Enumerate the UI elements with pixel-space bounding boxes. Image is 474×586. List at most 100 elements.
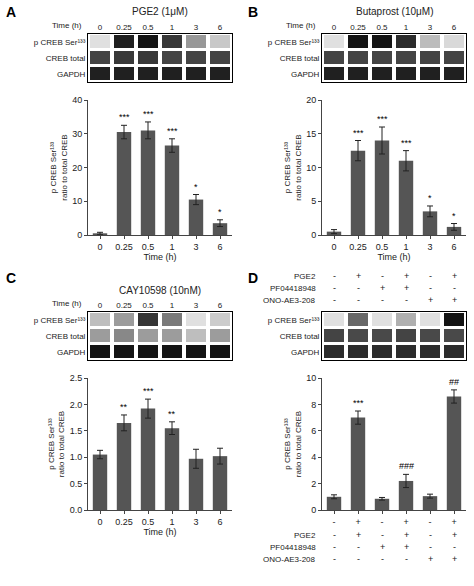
svg-text:GAPDH: GAPDH bbox=[291, 348, 320, 357]
svg-text:-: - bbox=[333, 271, 336, 281]
svg-text:**: ** bbox=[120, 402, 128, 412]
svg-text:0.5: 0.5 bbox=[70, 479, 83, 489]
svg-text:###: ### bbox=[399, 461, 414, 471]
svg-text:0.5: 0.5 bbox=[142, 23, 154, 32]
svg-text:Butaprost (10μM): Butaprost (10μM) bbox=[356, 6, 433, 17]
svg-text:p CREB Ser¹³³: p CREB Ser¹³³ bbox=[34, 316, 86, 325]
svg-text:GAPDH: GAPDH bbox=[57, 70, 86, 79]
svg-text:A: A bbox=[6, 4, 16, 20]
svg-text:*: * bbox=[452, 211, 456, 221]
svg-text:-: - bbox=[453, 283, 456, 293]
svg-text:-: - bbox=[429, 283, 432, 293]
svg-text:*: * bbox=[218, 207, 222, 217]
svg-text:-: - bbox=[381, 554, 384, 564]
svg-text:-: - bbox=[333, 542, 336, 552]
svg-text:p CREB Ser¹³³: p CREB Ser¹³³ bbox=[268, 38, 320, 47]
svg-text:GAPDH: GAPDH bbox=[291, 70, 320, 79]
svg-text:3: 3 bbox=[193, 242, 198, 252]
svg-text:-: - bbox=[333, 295, 336, 305]
svg-text:20: 20 bbox=[72, 163, 82, 173]
svg-text:3: 3 bbox=[194, 301, 199, 310]
svg-text:Time (h): Time (h) bbox=[143, 527, 176, 537]
svg-text:CREB total: CREB total bbox=[46, 332, 86, 341]
svg-text:+: + bbox=[404, 542, 409, 552]
svg-text:2.0: 2.0 bbox=[70, 400, 83, 410]
svg-text:+: + bbox=[404, 283, 409, 293]
svg-text:-: - bbox=[333, 530, 336, 540]
svg-text:0: 0 bbox=[311, 505, 316, 515]
svg-text:***: *** bbox=[353, 128, 364, 138]
svg-text:PF04418948: PF04418948 bbox=[270, 543, 316, 552]
svg-text:***: *** bbox=[401, 138, 412, 148]
svg-text:Time (h): Time (h) bbox=[52, 21, 82, 30]
svg-text:6: 6 bbox=[452, 23, 457, 32]
svg-text:Time (h): Time (h) bbox=[286, 21, 316, 30]
svg-text:2.5: 2.5 bbox=[70, 373, 83, 383]
svg-text:##: ## bbox=[449, 377, 459, 387]
svg-text:0: 0 bbox=[98, 23, 103, 32]
svg-text:-: - bbox=[405, 554, 408, 564]
svg-text:1: 1 bbox=[404, 23, 409, 32]
svg-text:1.5: 1.5 bbox=[70, 426, 83, 436]
svg-text:+: + bbox=[452, 295, 457, 305]
svg-text:0: 0 bbox=[97, 242, 102, 252]
svg-text:10: 10 bbox=[72, 196, 82, 206]
svg-text:15: 15 bbox=[306, 129, 316, 139]
svg-text:-: - bbox=[333, 554, 336, 564]
svg-text:***: *** bbox=[377, 114, 388, 124]
svg-text:3: 3 bbox=[194, 23, 199, 32]
svg-text:0.25: 0.25 bbox=[116, 301, 132, 310]
svg-text:6: 6 bbox=[218, 301, 223, 310]
svg-text:-: - bbox=[453, 542, 456, 552]
svg-text:+: + bbox=[452, 530, 457, 540]
svg-text:PF04418948: PF04418948 bbox=[270, 284, 316, 293]
svg-text:0.25: 0.25 bbox=[349, 242, 367, 252]
svg-text:CREB total: CREB total bbox=[280, 332, 320, 341]
svg-text:10: 10 bbox=[306, 373, 316, 383]
svg-text:1: 1 bbox=[169, 517, 174, 527]
svg-text:3: 3 bbox=[427, 242, 432, 252]
svg-text:0: 0 bbox=[77, 230, 82, 240]
svg-text:CAY10598 (10nM): CAY10598 (10nM) bbox=[119, 285, 201, 296]
svg-text:+: + bbox=[428, 295, 433, 305]
svg-text:0.25: 0.25 bbox=[116, 23, 132, 32]
svg-text:0: 0 bbox=[97, 517, 102, 527]
svg-text:40: 40 bbox=[72, 95, 82, 105]
svg-text:20: 20 bbox=[306, 95, 316, 105]
svg-text:p CREB Ser¹³³ratio to total CR: p CREB Ser¹³³ratio to total CREB bbox=[283, 134, 302, 200]
svg-text:4: 4 bbox=[311, 452, 316, 462]
svg-text:8: 8 bbox=[311, 400, 316, 410]
svg-text:C: C bbox=[6, 270, 16, 286]
svg-text:+: + bbox=[355, 517, 360, 527]
svg-text:-: - bbox=[357, 542, 360, 552]
svg-text:-: - bbox=[429, 517, 432, 527]
svg-text:+: + bbox=[428, 554, 433, 564]
svg-text:-: - bbox=[405, 295, 408, 305]
svg-text:-: - bbox=[333, 517, 336, 527]
svg-text:p CREB Ser¹³³ratio to total CR: p CREB Ser¹³³ratio to total CREB bbox=[283, 411, 302, 477]
svg-text:+: + bbox=[380, 283, 385, 293]
svg-text:0.25: 0.25 bbox=[350, 23, 366, 32]
svg-text:***: *** bbox=[143, 109, 154, 119]
svg-text:1: 1 bbox=[170, 301, 175, 310]
svg-text:+: + bbox=[403, 517, 408, 527]
svg-text:+: + bbox=[404, 271, 409, 281]
svg-text:6: 6 bbox=[451, 242, 456, 252]
svg-text:0.25: 0.25 bbox=[115, 242, 133, 252]
svg-text:PGE2: PGE2 bbox=[294, 272, 316, 281]
svg-text:1: 1 bbox=[403, 242, 408, 252]
svg-text:6: 6 bbox=[217, 242, 222, 252]
svg-text:-: - bbox=[429, 530, 432, 540]
svg-text:***: *** bbox=[167, 126, 178, 136]
svg-text:6: 6 bbox=[217, 517, 222, 527]
svg-text:0: 0 bbox=[331, 242, 336, 252]
svg-text:PGE2 (1μM): PGE2 (1μM) bbox=[132, 6, 188, 17]
svg-text:-: - bbox=[429, 542, 432, 552]
svg-text:p CREB Ser¹³³: p CREB Ser¹³³ bbox=[268, 316, 320, 325]
svg-text:30: 30 bbox=[72, 129, 82, 139]
svg-text:0.5: 0.5 bbox=[142, 301, 154, 310]
svg-text:CREB total: CREB total bbox=[280, 54, 320, 63]
svg-text:***: *** bbox=[353, 398, 364, 408]
svg-text:0.25: 0.25 bbox=[115, 517, 133, 527]
svg-text:+: + bbox=[356, 530, 361, 540]
